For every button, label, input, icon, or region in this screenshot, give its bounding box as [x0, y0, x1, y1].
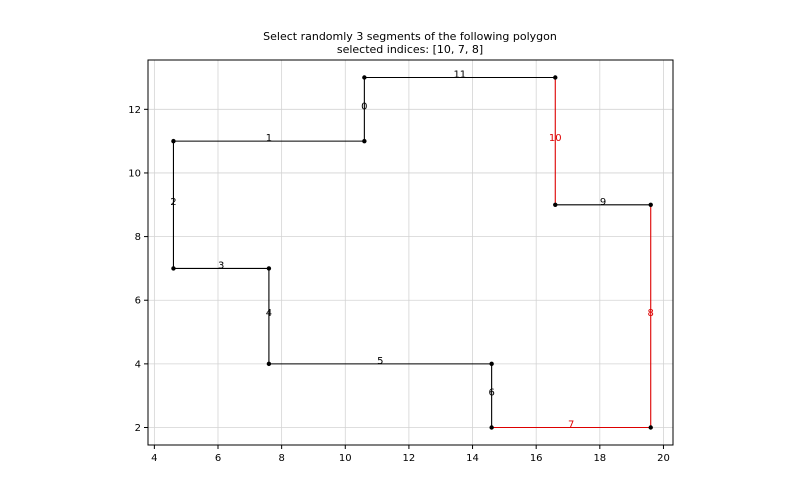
segment-label-10: 10: [549, 133, 562, 144]
x-tick-label: 6: [215, 453, 221, 464]
chart-subtitle: selected indices: [10, 7, 8]: [337, 43, 483, 56]
vertex-point: [553, 75, 558, 80]
segment-label-1: 1: [266, 133, 272, 144]
vertex-point: [362, 75, 367, 80]
y-axis-ticks: 2 4 6 8 10 12: [128, 105, 148, 434]
segment-label-2: 2: [170, 197, 176, 208]
x-tick-label: 8: [278, 453, 284, 464]
y-tick-label: 10: [128, 168, 141, 179]
segment-label-0: 0: [361, 101, 367, 112]
vertex-point: [489, 361, 494, 367]
chart-title: Select randomly 3 segments of the follow…: [263, 30, 557, 43]
y-tick-label: 12: [128, 105, 141, 116]
x-tick-label: 12: [403, 453, 416, 464]
vertex-point: [553, 202, 558, 207]
x-tick-label: 4: [151, 453, 157, 464]
x-axis-ticks: 4 6 8 10 12 14 16 18 20: [151, 445, 670, 464]
x-tick-label: 10: [339, 453, 352, 464]
segment-label-4: 4: [266, 308, 272, 319]
x-tick-label: 14: [466, 453, 479, 464]
plot-frame: [147, 59, 674, 446]
vertex-point: [266, 266, 272, 271]
x-tick-label: 20: [657, 453, 670, 464]
segment-label-5: 5: [377, 356, 383, 367]
segment-label-8: 8: [648, 308, 654, 319]
vertex-point: [266, 361, 272, 367]
segment-label-6: 6: [488, 388, 494, 399]
x-tick-label: 18: [593, 453, 606, 464]
y-tick-label: 8: [135, 232, 141, 243]
segment-label-11: 11: [453, 70, 466, 81]
y-tick-label: 2: [135, 423, 141, 434]
polygon-segments: [172, 76, 652, 429]
segment-label-9: 9: [600, 197, 606, 208]
segment-label-3: 3: [218, 260, 224, 271]
y-tick-label: 6: [135, 296, 141, 307]
vertex-point: [362, 138, 367, 144]
vertex-point: [648, 425, 653, 430]
vertex-point: [648, 202, 653, 207]
segment-labels: 0 1 2 3 4 5 6 7 8 9 10 11: [170, 70, 654, 431]
grid-lines: [148, 60, 673, 445]
y-tick-label: 4: [135, 359, 141, 370]
x-tick-label: 16: [530, 453, 543, 464]
vertex-point: [171, 266, 176, 271]
segment-label-7: 7: [568, 420, 574, 431]
vertex-point: [171, 138, 176, 144]
vertex-point: [489, 425, 494, 430]
polygon-vertices: [171, 75, 653, 430]
